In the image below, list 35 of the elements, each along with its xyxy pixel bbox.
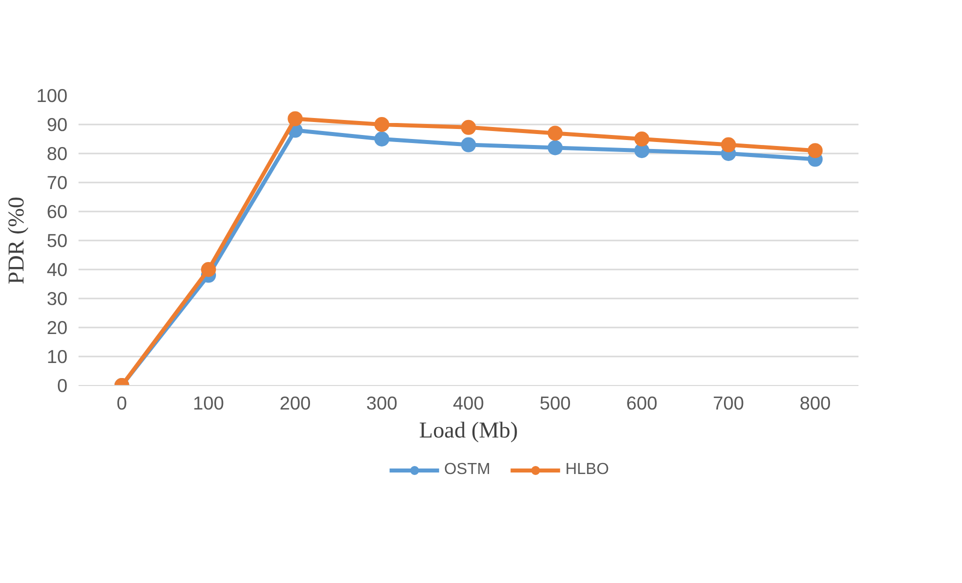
x-tick-label: 800 <box>800 392 831 414</box>
y-axis-title: PDR (%0 <box>3 196 28 284</box>
y-tick-label: 40 <box>46 259 68 280</box>
y-tick-label: 10 <box>46 346 68 367</box>
point <box>461 120 476 135</box>
point <box>201 262 216 277</box>
point <box>808 143 823 158</box>
point <box>548 126 563 141</box>
x-tick-label: 200 <box>280 392 311 414</box>
y-tick-label: 100 <box>36 85 68 106</box>
point <box>374 117 390 132</box>
y-tick-label: 90 <box>46 114 68 135</box>
y-tick-label: 80 <box>46 143 68 164</box>
x-tick-label: 500 <box>540 392 571 414</box>
x-tick-label: 600 <box>626 392 658 414</box>
y-tick-label: 50 <box>46 230 68 251</box>
y-tick-label: 70 <box>46 172 68 193</box>
x-tick-label: 300 <box>366 392 398 414</box>
y-tick-label: 30 <box>46 288 68 309</box>
point <box>634 132 650 146</box>
legend-label: HLBO <box>565 461 609 479</box>
legend-label: OSTM <box>444 461 490 479</box>
y-tick-label: 60 <box>46 201 68 222</box>
x-tick-label: 100 <box>192 392 224 414</box>
point <box>548 140 563 156</box>
x-tick-label: 700 <box>712 392 744 414</box>
x-axis-title: Load (Mb) <box>419 418 518 442</box>
x-tick-label: 0 <box>116 392 128 414</box>
point <box>374 132 390 146</box>
point <box>721 137 736 152</box>
x-tick-label: 400 <box>452 392 484 414</box>
point <box>461 137 476 152</box>
point <box>288 111 303 126</box>
y-tick-label: 0 <box>57 375 68 396</box>
y-tick-label: 20 <box>46 317 68 338</box>
